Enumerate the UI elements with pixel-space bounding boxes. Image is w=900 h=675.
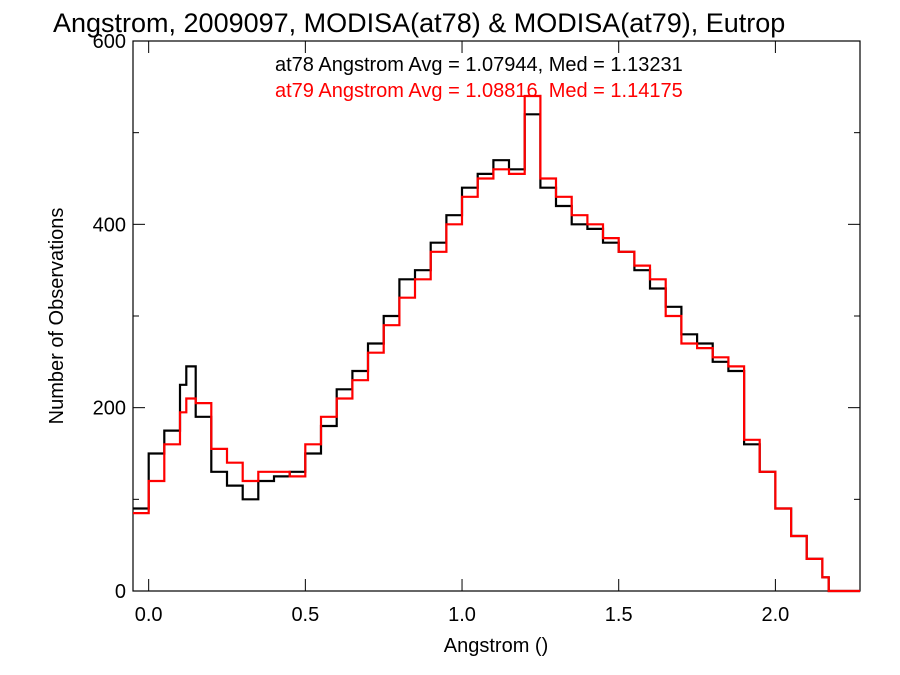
x-axis-ticks: 0.0 0.5 1.0 1.5 2.0: [135, 41, 789, 626]
series-line-at78: [133, 113, 860, 593]
y-tick-label: 400: [93, 214, 126, 236]
y-axis-label: Number of Observations: [46, 208, 68, 425]
series-line-at79: [133, 94, 860, 593]
x-tick-label: 1.5: [605, 604, 633, 626]
at78-stats-annotation: at78 Angstrom Avg = 1.07944, Med = 1.132…: [275, 54, 683, 76]
series-layer: [133, 94, 860, 593]
x-tick-label: 2.0: [761, 604, 789, 626]
x-tick-label: 0.0: [135, 604, 163, 626]
y-tick-label: 200: [93, 398, 126, 420]
x-tick-label: 0.5: [291, 604, 319, 626]
y-axis-ticks: 0 200 400 600: [93, 31, 860, 603]
y-tick-label: 600: [93, 31, 126, 53]
plot-frame: [132, 40, 861, 592]
chart-title: Angstrom, 2009097, MODISA(at78) & MODISA…: [53, 8, 785, 38]
y-tick-label: 0: [115, 581, 126, 603]
x-tick-label: 1.0: [448, 604, 476, 626]
x-axis-label: Angstrom (): [444, 635, 548, 657]
at79-stats-annotation: at79 Angstrom Avg = 1.08816, Med = 1.141…: [275, 80, 683, 102]
